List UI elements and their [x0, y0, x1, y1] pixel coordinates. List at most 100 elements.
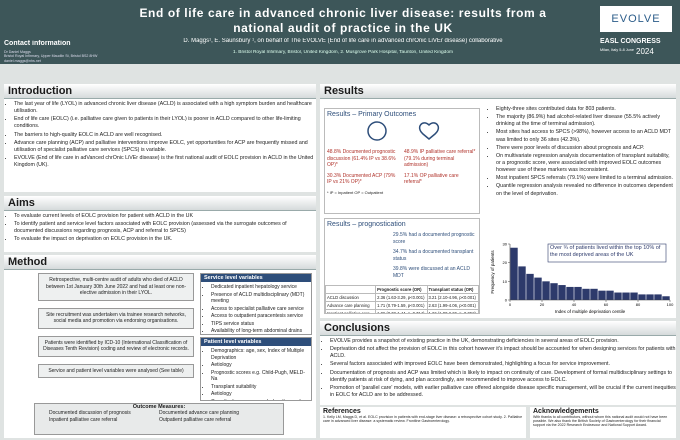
congress-year: 2024 [636, 47, 654, 56]
contact-line: daniel.maggs@nhs.net [4, 58, 41, 63]
stats: 29.5% had a documented prognostic score 3… [325, 230, 479, 281]
findings: Eighty-three sites contributed data for … [486, 106, 674, 240]
step: Service and patient level variables were… [38, 363, 194, 378]
bullet: Most sites had access to SPCS (>98%), ho… [496, 129, 674, 143]
bullet: To evaluate current levels of EOLC provi… [14, 213, 316, 220]
stat: 34.7% had a documented transplant status [393, 249, 474, 262]
bullet: Demographics: age, sex, Index of Multipl… [211, 348, 311, 361]
congress: EASL CONGRESS [600, 38, 661, 45]
step: Retrospective, multi-centre audit of adu… [38, 273, 194, 301]
bar [614, 292, 622, 300]
bar [574, 286, 582, 300]
cell: 1.06 (0.72-1.44, p=0.714) [375, 309, 428, 313]
header: Contact information Dr Daniel Maggs Brist… [0, 0, 680, 64]
header-cell [325, 285, 377, 294]
odds-table: Prognostic score (OR) Transplant status (… [325, 285, 479, 313]
bullet: Presence of ACLD multidisciplinary (MDT)… [211, 292, 311, 305]
x-axis-label: Index of multiple deprivation centile [555, 309, 626, 314]
bullet: Aetiology [211, 362, 311, 369]
annotation: Over ¾ of patients lived within the top … [550, 245, 660, 258]
bullet: EVOLVE (End of life care in adVanced chr… [14, 155, 316, 169]
aims: Aims To evaluate current levels of EOLC … [4, 196, 316, 252]
bullet: Aetiology [211, 391, 311, 398]
method: Method Retrospective, multi-centre audit… [4, 255, 316, 438]
step: Patients were identified by ICD-10 (Inte… [38, 335, 194, 357]
bullet: EVOLVE provides a snapshot of existing p… [330, 338, 676, 345]
cell: ACLD discussion [325, 293, 377, 302]
bar [542, 281, 550, 300]
cell: Advance care planning [325, 301, 377, 310]
bar [606, 290, 614, 300]
bar [534, 277, 542, 300]
prognostication: Results – prognostication 29.5% had a do… [324, 218, 480, 314]
section-title: References [323, 408, 361, 415]
stat: 48.8% Documented prognostic discussion (… [327, 149, 396, 168]
bullet: To evaluate the impact on deprivation on… [14, 236, 316, 243]
bar [638, 294, 646, 300]
stats: 48.8% Documented prognostic discussion (… [325, 147, 479, 188]
section-title: Conclusions [320, 321, 676, 336]
table-title: Service level variables [201, 274, 311, 282]
list: The last year of life (LYOL) in advanced… [4, 101, 316, 169]
section-title: Introduction [4, 84, 316, 99]
row: ACLD discussion 2.36 (1.63-3.29, p<0.001)… [325, 293, 479, 302]
authors: D. Maggs¹, E. Saunsbury ¹, on behalf of … [183, 38, 503, 44]
poster-title: End of life care in advanced chronic liv… [139, 6, 547, 35]
stat: 48.9% IP palliative care referral* (79.1… [404, 149, 476, 168]
stat: 30.3% Documented ACP (79% IP vs 21% OP)* [327, 172, 396, 186]
bullet: TIPS service status [211, 321, 311, 328]
y-tick-label: 10 [503, 279, 508, 284]
header-cell: Prognostic score (OR) [375, 285, 428, 294]
bullet: Advance care planning (ACP) and palliati… [14, 140, 316, 154]
table-title: Patient level variables [201, 338, 311, 346]
contact-title: Contact information [4, 40, 71, 47]
section-title: Method [4, 255, 316, 270]
bullet: Access to outpatient paracentesis servic… [211, 313, 311, 320]
x-tick-label: 100 [667, 302, 674, 307]
histogram: 0 10 20 30 0 20 40 60 80 100 Index of multiple dep… [488, 238, 674, 316]
bar [622, 292, 630, 300]
stat: 17.1% OP palliative care referral* [404, 172, 459, 186]
outcome-measures: Outcome Measures: Documented discussion … [34, 403, 284, 435]
bullet: The majority (86.9%) had alcohol-related… [496, 114, 674, 128]
bullet: Deprivation did not affect the provision… [330, 346, 676, 360]
bar [526, 273, 534, 300]
y-tick-label: 20 [503, 260, 508, 265]
contact-lines: Dr Daniel Maggs Bristol Royal Infirmary, … [4, 50, 116, 64]
ack-text: With thanks to all contributors, without… [533, 415, 668, 427]
cell: 1.26 (1.00-2.36, p=0.052) [426, 309, 479, 313]
header-row: Prognostic score (OR) Transplant status (… [325, 285, 479, 294]
cell: 1.71 (0.79-1.59, p<0.001) [375, 301, 428, 310]
header-cell: Transplant status (OR) [426, 285, 479, 294]
bar [566, 286, 574, 300]
bar [550, 283, 558, 300]
annotation-box [547, 243, 667, 263]
bar [510, 247, 518, 300]
step: Site recruitment was undertaken via trai… [38, 307, 194, 329]
introduction: Introduction The last year of life (LYOL… [4, 84, 316, 192]
cell: 3.21 (2.10-4.96, p<0.001) [426, 293, 479, 302]
bullet: Availability of long-term abdominal drai… [211, 328, 311, 334]
bullet: End of life care (EOLC) (i.e. palliative… [14, 116, 316, 130]
bar [654, 294, 662, 300]
bullet: On multivariate regression analysis docu… [496, 153, 674, 174]
bar [518, 266, 526, 300]
cell: 2.36 (1.63-3.29, p<0.001) [375, 293, 428, 302]
bullet: The barriers to high-quality EOLC in ACL… [14, 132, 316, 139]
bullet: Prognostic scores e.g. Child-Pugh, MELD-… [211, 370, 311, 383]
list: Demographics: age, sex, Index of Multipl… [201, 348, 311, 401]
section-title: Aims [4, 196, 316, 211]
outcome: Inpatient palliative care referral [49, 416, 118, 423]
section-title: Acknowledgements [533, 408, 599, 415]
row: Advance care planning 1.71 (0.79-1.59, p<… [325, 301, 479, 310]
list: To evaluate current levels of EOLC provi… [4, 213, 316, 244]
list: Dedicated inpatient hepatology servicePr… [201, 284, 311, 334]
acknowledgements: Acknowledgements With thanks to all cont… [530, 407, 676, 438]
service-variables: Service level variables Dedicated inpati… [200, 273, 312, 335]
bullet: Complications e.g. encephalopathy, ascit… [211, 399, 311, 401]
bullet: Documentation of prognosis and ACP was l… [330, 370, 676, 384]
patient-variables: Patient level variables Demographics: ag… [200, 337, 312, 401]
bullet: Eighty-three sites contributed data for … [496, 106, 674, 113]
primary-outcomes: Results – Primary Outcomes 48.8% Documen… [324, 108, 480, 214]
